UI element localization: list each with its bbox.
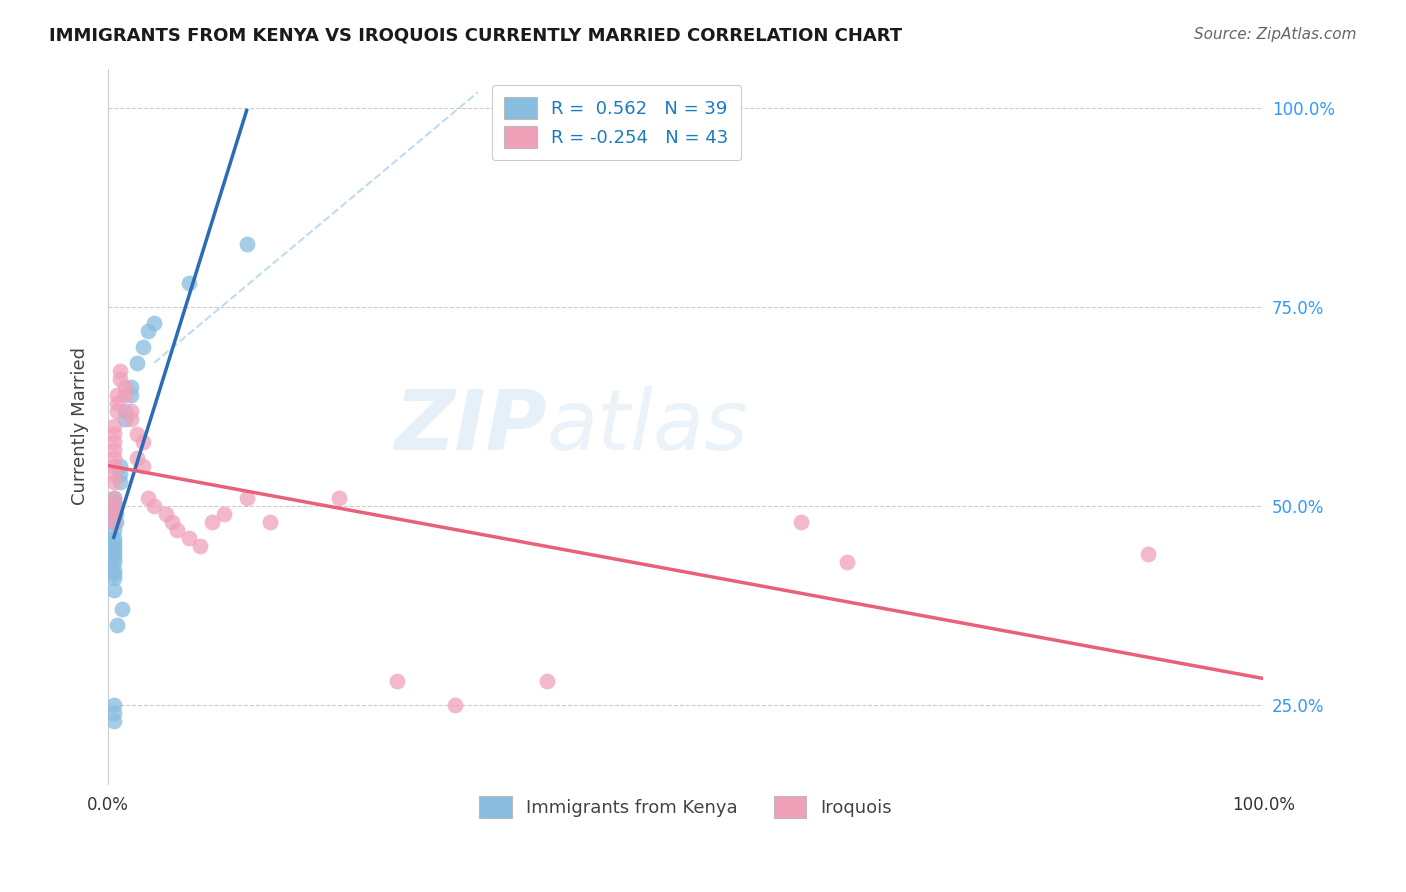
Point: [103, 499, 125, 513]
Point: [103, 531, 125, 545]
Point: [105, 395, 128, 409]
Point: [443, 698, 465, 712]
Point: [103, 443, 125, 458]
Point: [114, 411, 136, 425]
Point: [131, 459, 153, 474]
Point: [114, 387, 136, 401]
Point: [103, 495, 125, 509]
Point: [103, 459, 125, 474]
Point: [177, 277, 200, 291]
Point: [328, 491, 350, 505]
Point: [177, 531, 200, 545]
Point: [125, 427, 148, 442]
Point: [111, 602, 134, 616]
Point: [120, 411, 142, 425]
Point: [103, 475, 125, 490]
Point: [131, 340, 153, 354]
Point: [103, 706, 125, 720]
Point: [143, 499, 166, 513]
Point: [103, 427, 125, 442]
Point: [103, 571, 125, 585]
Point: [105, 618, 128, 632]
Point: [131, 435, 153, 450]
Point: [103, 435, 125, 450]
Point: [138, 491, 160, 505]
Point: [103, 523, 125, 537]
Point: [105, 499, 128, 513]
Point: [105, 387, 128, 401]
Point: [120, 387, 142, 401]
Point: [138, 324, 160, 338]
Point: [536, 673, 558, 688]
Point: [120, 380, 142, 394]
Point: [120, 403, 142, 417]
Point: [155, 507, 177, 521]
Point: [103, 499, 125, 513]
Text: ZIP: ZIP: [395, 386, 547, 467]
Point: [103, 550, 125, 565]
Point: [108, 459, 131, 474]
Point: [103, 566, 125, 581]
Point: [837, 555, 859, 569]
Text: atlas: atlas: [547, 386, 748, 467]
Point: [103, 515, 125, 529]
Point: [103, 515, 125, 529]
Point: [103, 451, 125, 466]
Point: [103, 507, 125, 521]
Point: [103, 503, 125, 517]
Point: [103, 539, 125, 553]
Point: [259, 515, 281, 529]
Point: [103, 491, 125, 505]
Point: [114, 380, 136, 394]
Y-axis label: Currently Married: Currently Married: [72, 348, 89, 506]
Point: [103, 547, 125, 561]
Point: [103, 542, 125, 557]
Point: [190, 539, 212, 553]
Point: [103, 563, 125, 577]
Point: [1136, 547, 1159, 561]
Point: [385, 673, 408, 688]
Point: [103, 582, 125, 597]
Point: [790, 515, 813, 529]
Point: [103, 491, 125, 505]
Point: [103, 555, 125, 569]
Point: [108, 364, 131, 378]
Point: [108, 372, 131, 386]
Point: [103, 714, 125, 728]
Point: [235, 236, 257, 251]
Point: [125, 451, 148, 466]
Point: [108, 467, 131, 482]
Point: [105, 515, 128, 529]
Point: [108, 475, 131, 490]
Legend: Immigrants from Kenya, Iroquois: Immigrants from Kenya, Iroquois: [472, 789, 900, 825]
Text: IMMIGRANTS FROM KENYA VS IROQUOIS CURRENTLY MARRIED CORRELATION CHART: IMMIGRANTS FROM KENYA VS IROQUOIS CURREN…: [49, 27, 903, 45]
Point: [103, 698, 125, 712]
Point: [105, 403, 128, 417]
Point: [103, 507, 125, 521]
Point: [103, 419, 125, 434]
Point: [143, 316, 166, 330]
Point: [160, 515, 183, 529]
Point: [105, 507, 128, 521]
Point: [235, 491, 257, 505]
Point: [114, 403, 136, 417]
Point: [166, 523, 188, 537]
Point: [125, 356, 148, 370]
Point: [103, 534, 125, 549]
Point: [201, 515, 224, 529]
Point: [103, 467, 125, 482]
Point: [212, 507, 235, 521]
Text: Source: ZipAtlas.com: Source: ZipAtlas.com: [1194, 27, 1357, 42]
